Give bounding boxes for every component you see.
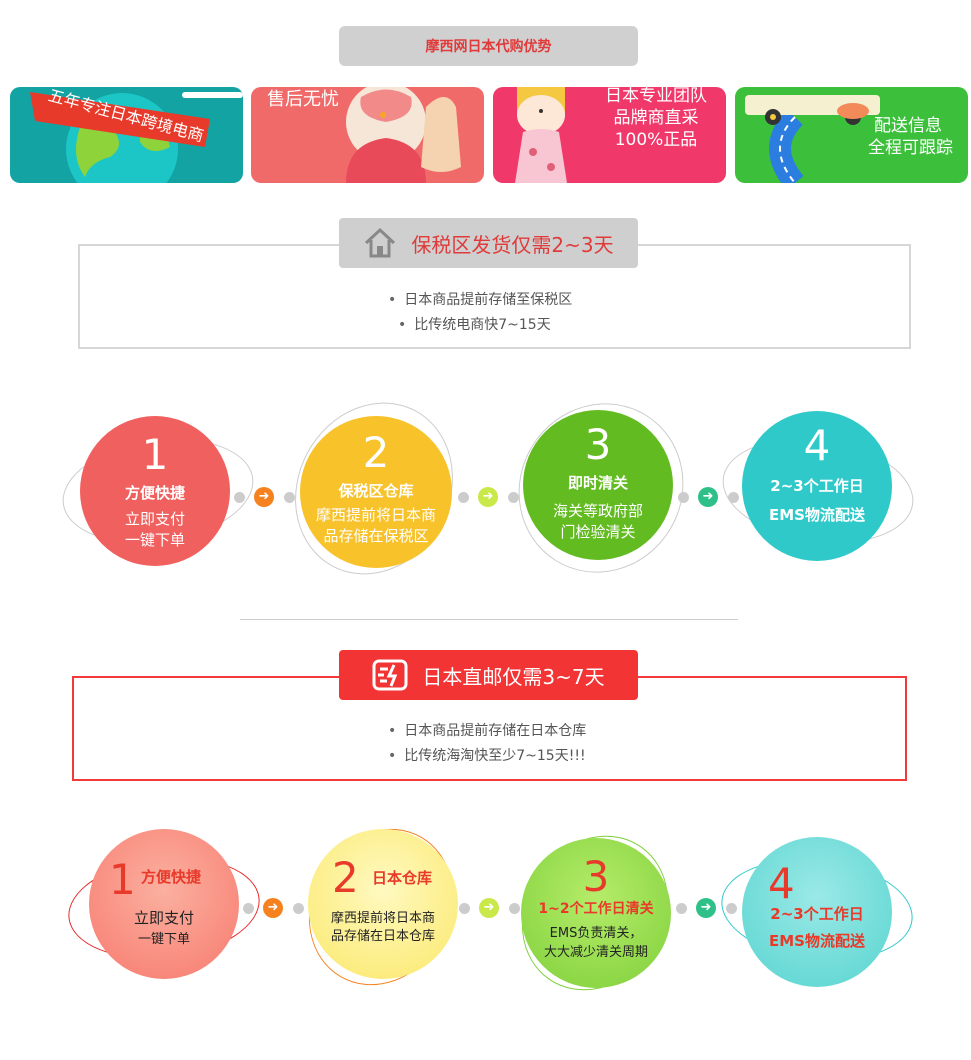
- arrow-right-icon: ➜: [254, 487, 274, 507]
- section2-bullet: 日本商品提前存储在日本仓库: [388, 720, 586, 740]
- step-number: 1: [109, 855, 136, 904]
- banner-tracking-line1: 配送信息: [874, 116, 942, 136]
- step-desc: 门检验清关: [560, 523, 636, 541]
- section2-heading-text: 日本直邮仅需3~7天: [422, 664, 605, 689]
- connector-dot: [509, 903, 520, 914]
- banner-globe[interactable]: 五年专注日本跨境电商: [10, 87, 243, 183]
- banner-aftersale[interactable]: 售后无忧: [251, 87, 484, 183]
- step-desc: EMS负责清关，: [549, 926, 643, 941]
- banner-tracking[interactable]: 配送信息 全程可跟踪: [735, 87, 968, 183]
- section2-step-1: 1 方便快捷 立即支付 一键下单: [89, 829, 239, 979]
- step-title: 2~3个工作日: [770, 477, 864, 495]
- banner-aftersale-text: 售后无忧: [267, 89, 339, 110]
- express-icon: [372, 659, 408, 691]
- step-desc: 大大减少清关周期: [543, 945, 648, 960]
- step-desc: 品存储在保税区: [323, 527, 429, 545]
- section1-heading: 保税区发货仅需2~3天: [339, 218, 638, 268]
- arrow-right-icon: ➜: [478, 487, 498, 507]
- step-desc: 摩西提前将日本商: [330, 911, 435, 926]
- step-desc: 一键下单: [124, 531, 185, 549]
- banner-authentic-line2: 品牌商直采: [613, 108, 699, 128]
- section1-bullet: 比传统电商快7~15天: [398, 314, 550, 334]
- truck-icon: [745, 95, 880, 183]
- doll-icon: [515, 87, 567, 183]
- step-title: 日本仓库: [372, 869, 433, 887]
- step-title: 方便快捷: [124, 484, 185, 502]
- connector-dot: [284, 492, 295, 503]
- step-desc: 立即支付: [124, 510, 185, 528]
- step-title: 2~3个工作日: [770, 905, 864, 923]
- step-number: 3: [582, 852, 610, 901]
- step-number: 1: [141, 430, 169, 479]
- banner-authentic-line1: 日本专业团队: [605, 87, 707, 106]
- arrow-right-icon: ➜: [479, 898, 499, 918]
- step-number: 4: [803, 421, 831, 470]
- globe-icon: [30, 92, 243, 183]
- section1-step-3: 3 即时清关 海关等政府部 门检验清关: [523, 410, 673, 560]
- arrow-right-icon: ➜: [698, 487, 718, 507]
- page-title: 摩西网日本代购优势: [339, 26, 638, 66]
- step-title: 即时清关: [567, 474, 628, 492]
- section1-bullet: 日本商品提前存储至保税区: [388, 289, 572, 309]
- step-desc: 摩西提前将日本商: [315, 506, 436, 524]
- connector-dot: [234, 492, 245, 503]
- step-number: 3: [584, 420, 612, 469]
- arrow-right-icon: ➜: [696, 898, 716, 918]
- section1-step-2: 2 保税区仓库 摩西提前将日本商 品存储在保税区: [300, 416, 452, 568]
- section2-bullet: 比传统海淘快至少7~15天!!!: [388, 745, 585, 765]
- step-title: 方便快捷: [141, 868, 202, 886]
- connector-dot: [459, 903, 470, 914]
- section1-step-1: 1 方便快捷 立即支付 一键下单: [80, 416, 230, 566]
- section2-step-4: 4 2~3个工作日 EMS物流配送: [742, 837, 892, 987]
- step-desc: 海关等政府部: [552, 502, 643, 520]
- arrow-right-icon: ➜: [263, 898, 283, 918]
- thumbs-up-icon: [346, 87, 461, 183]
- step-number: 4: [768, 859, 795, 908]
- section2-step-3: 3 1~2个工作日清关 EMS负责清关， 大大减少清关周期: [521, 838, 671, 988]
- connector-dot: [676, 903, 687, 914]
- banner-tracking-line2: 全程可跟踪: [868, 138, 953, 158]
- connector-dot: [293, 903, 304, 914]
- step-desc: 品存储在日本仓库: [330, 929, 435, 944]
- banner-authentic[interactable]: 日本专业团队 品牌商直采 100%正品: [493, 87, 726, 183]
- step-title: 1~2个工作日清关: [538, 901, 654, 917]
- step-title: 保税区仓库: [338, 482, 414, 500]
- connector-dot: [243, 903, 254, 914]
- section2-heading: 日本直邮仅需3~7天: [339, 650, 638, 700]
- section1-step-4: 4 2~3个工作日 EMS物流配送: [742, 411, 892, 561]
- step-desc: EMS物流配送: [769, 506, 865, 524]
- section2-step-2: 2 日本仓库 摩西提前将日本商 品存储在日本仓库: [308, 829, 458, 979]
- step-number: 2: [362, 428, 390, 477]
- step-desc: 一键下单: [137, 932, 190, 947]
- section1-heading-text: 保税区发货仅需2~3天: [411, 232, 614, 257]
- divider: [240, 619, 738, 620]
- connector-dot: [678, 492, 689, 503]
- banner-authentic-line3: 100%正品: [614, 130, 698, 150]
- step-number: 2: [332, 853, 359, 902]
- connector-dot: [508, 492, 519, 503]
- connector-dot: [728, 492, 739, 503]
- connector-dot: [458, 492, 469, 503]
- connector-dot: [726, 903, 737, 914]
- house-icon: [365, 227, 396, 258]
- step-desc: EMS物流配送: [769, 932, 865, 950]
- step-desc: 立即支付: [133, 909, 194, 927]
